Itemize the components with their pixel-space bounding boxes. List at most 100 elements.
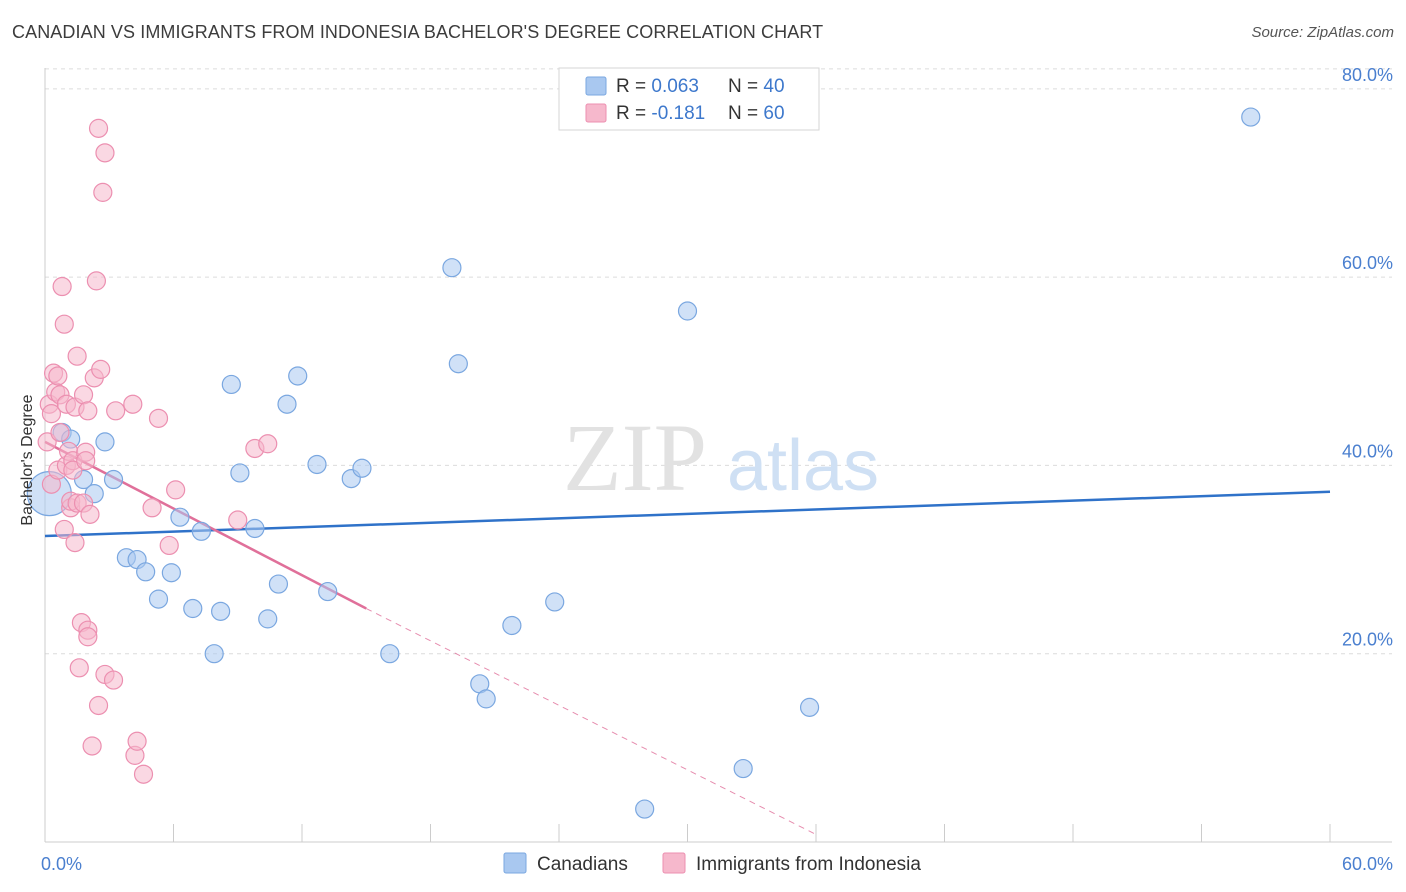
data-point-indonesia (76, 451, 96, 471)
data-point-canadians (245, 518, 265, 539)
y-axis-label: Bachelor's Degree (19, 394, 36, 525)
bottom-legend: Canadians Immigrants from Indonesia (503, 852, 921, 875)
data-point-indonesia (123, 394, 143, 414)
data-point-canadians (448, 354, 468, 374)
data-point-canadians (288, 366, 308, 386)
data-point-indonesia (86, 271, 107, 291)
data-point-canadians (502, 615, 522, 636)
data-point-canadians (380, 644, 400, 664)
legend-row-canadians: R = 0.063 N = 40 (616, 76, 785, 97)
data-point-canadians (161, 563, 181, 583)
data-point-indonesia (52, 276, 72, 297)
data-point-canadians (476, 689, 496, 709)
data-point-indonesia (258, 434, 278, 454)
data-point-canadians (103, 469, 124, 490)
data-point-canadians (258, 609, 278, 629)
data-point-indonesia (54, 519, 74, 540)
data-point-canadians (191, 521, 211, 541)
data-point-indonesia (37, 432, 57, 452)
gridlines (45, 68, 1392, 655)
y-tick-label: 80.0% (1342, 65, 1393, 85)
data-point-indonesia (159, 535, 179, 556)
data-point-indonesia (78, 627, 98, 647)
data-point-indonesia (103, 670, 124, 690)
y-tick-label: 20.0% (1342, 630, 1393, 650)
data-point-canadians (733, 758, 753, 779)
watermark-zip: ZIP (563, 404, 707, 511)
data-point-canadians (268, 574, 289, 594)
legend-n-value: 40 (763, 76, 784, 97)
bottom-legend-swatch-indonesia (662, 852, 686, 874)
y-tick-label: 60.0% (1342, 253, 1393, 273)
data-point-indonesia (63, 460, 83, 480)
data-point-canadians (545, 592, 565, 612)
data-point-indonesia (93, 182, 113, 202)
data-point-indonesia (95, 143, 115, 163)
legend: R = 0.063 N = 40 R = -0.181 N = 60 (558, 67, 820, 131)
data-point-indonesia (228, 510, 248, 530)
data-point-canadians (95, 432, 115, 452)
data-point-canadians (136, 562, 156, 582)
data-point-indonesia (50, 422, 70, 443)
watermark-atlas: atlas (727, 426, 879, 506)
trend-line-extension (366, 608, 817, 835)
chart-title: CANADIAN VS IMMIGRANTS FROM INDONESIA BA… (12, 22, 824, 42)
data-point-canadians (677, 301, 698, 321)
data-point-indonesia (73, 385, 94, 405)
source-label: Source: ZipAtlas.com (1251, 24, 1394, 41)
legend-r-label: R = (616, 76, 651, 97)
data-points (26, 107, 1261, 819)
data-point-indonesia (127, 731, 147, 751)
data-point-canadians (352, 458, 372, 478)
data-point-indonesia (166, 480, 186, 500)
data-point-canadians (307, 454, 327, 475)
data-point-indonesia (54, 314, 74, 334)
legend-row-indonesia: R = -0.181 N = 60 (616, 103, 785, 124)
data-point-canadians (211, 601, 231, 621)
legend-n-value: 60 (763, 103, 784, 124)
data-point-canadians (170, 507, 190, 527)
legend-swatch-indonesia (585, 103, 607, 123)
data-point-indonesia (148, 408, 169, 428)
data-point-indonesia (69, 658, 89, 678)
data-point-indonesia (78, 401, 98, 421)
data-point-indonesia (65, 533, 85, 553)
legend-r-label: R = (616, 103, 651, 124)
y-tick-label: 40.0% (1342, 441, 1393, 461)
legend-r-value: -0.181 (651, 103, 705, 124)
x-tick-label: 60.0% (1342, 854, 1393, 874)
legend-n-label: N = (728, 103, 763, 124)
watermark: ZIP atlas (563, 404, 879, 511)
data-point-indonesia (133, 764, 154, 784)
axes: 20.0% 40.0% 60.0% 80.0% 0.0% 60.0% (41, 65, 1393, 874)
data-point-canadians (148, 589, 169, 609)
legend-r-value: 0.063 (651, 76, 699, 97)
data-point-canadians (277, 394, 297, 414)
legend-swatch-canadians (585, 76, 607, 96)
data-point-indonesia (41, 404, 62, 424)
data-point-canadians (799, 697, 820, 717)
bottom-legend-label-indonesia: Immigrants from Indonesia (696, 854, 921, 875)
data-point-canadians (1241, 107, 1261, 127)
data-point-canadians (230, 463, 250, 483)
data-point-canadians (318, 581, 338, 602)
data-point-indonesia (91, 359, 111, 379)
data-point-canadians (442, 258, 462, 278)
bottom-legend-swatch-canadians (503, 852, 527, 874)
data-point-indonesia (48, 366, 68, 386)
x-tick-label: 0.0% (41, 854, 82, 874)
data-point-indonesia (67, 346, 87, 366)
data-point-canadians (221, 374, 241, 395)
bottom-legend-label-canadians: Canadians (537, 854, 628, 875)
data-point-indonesia (88, 695, 109, 716)
data-point-indonesia (80, 504, 100, 524)
legend-n-label: N = (728, 76, 763, 97)
data-point-indonesia (82, 736, 102, 756)
data-point-canadians (635, 799, 655, 819)
data-point-indonesia (106, 401, 126, 421)
data-point-indonesia (142, 498, 162, 518)
data-point-canadians (204, 644, 224, 664)
data-point-indonesia (88, 118, 109, 138)
data-point-canadians (183, 598, 203, 619)
